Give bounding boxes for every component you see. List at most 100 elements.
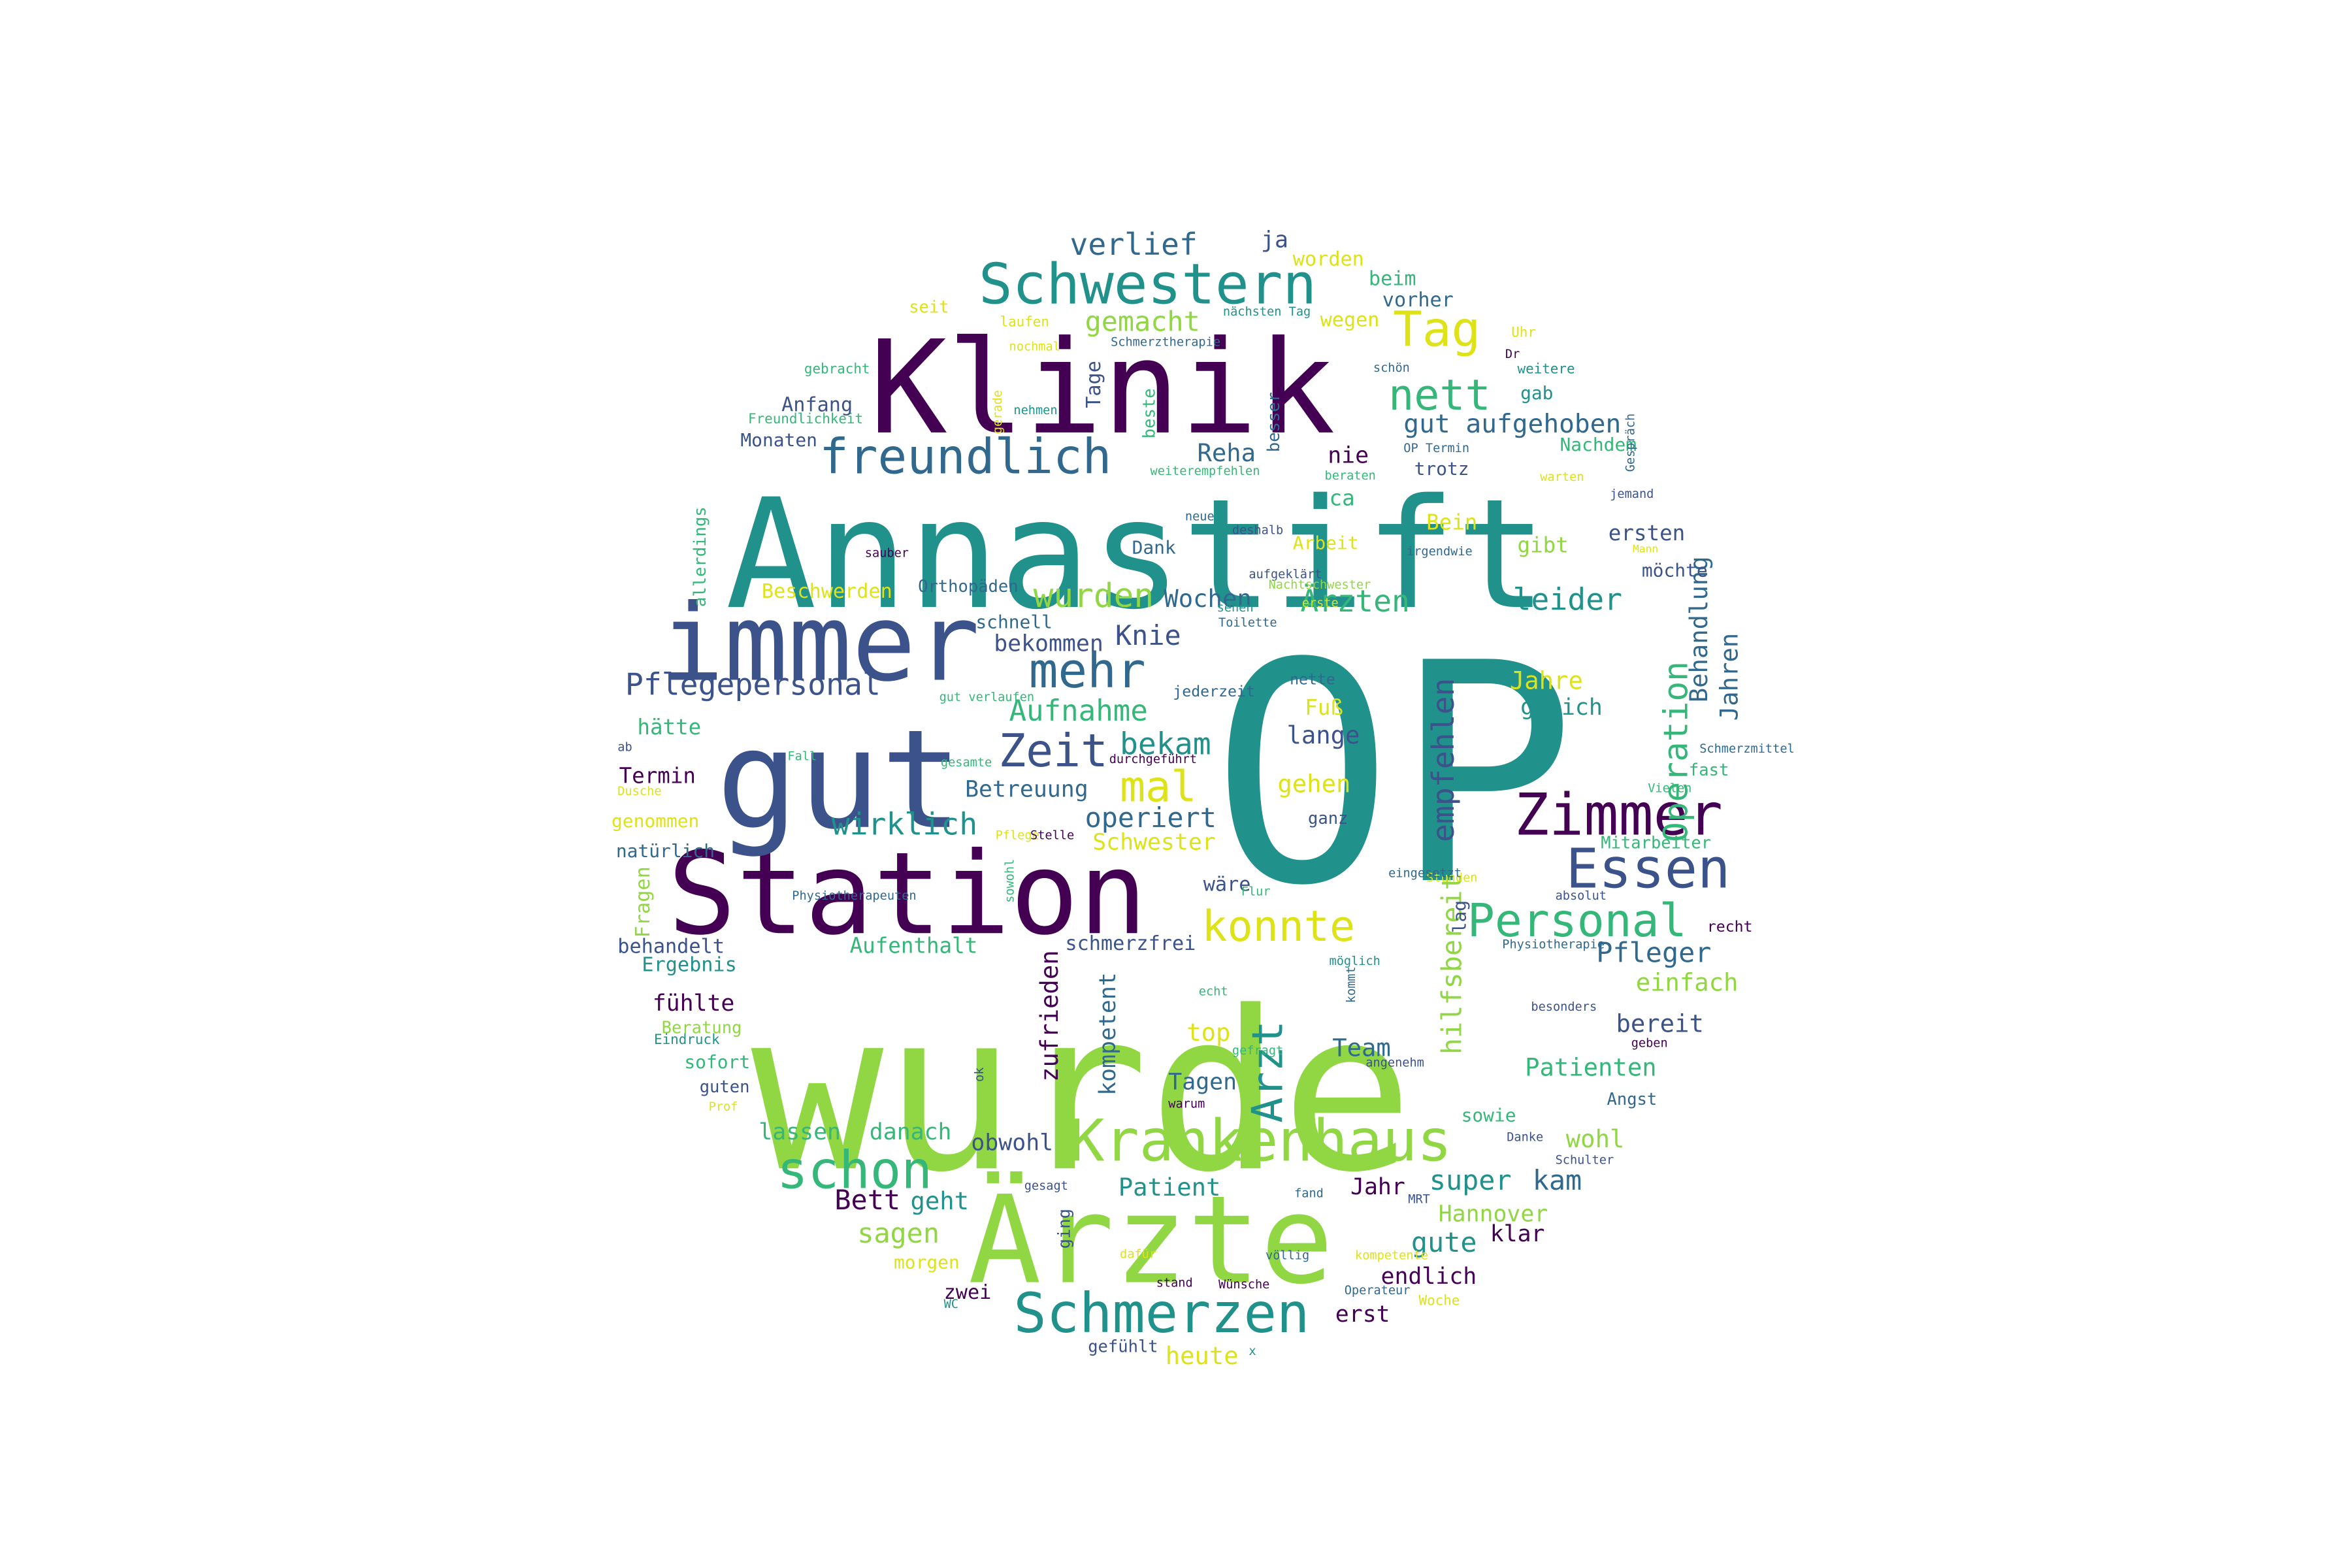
cloud-word: Uhr	[1511, 325, 1536, 340]
cloud-word: Zeit	[998, 725, 1108, 777]
cloud-word: Termin	[619, 763, 696, 788]
cloud-word: ok	[973, 1068, 987, 1082]
cloud-word: WC	[944, 1298, 958, 1311]
cloud-word: genommen	[612, 810, 699, 832]
cloud-word: Prof	[709, 1100, 738, 1114]
cloud-word: beim	[1369, 268, 1416, 291]
cloud-word: lag	[1449, 900, 1471, 933]
cloud-word: Pflegepersonal	[625, 667, 881, 702]
cloud-word: bekam	[1120, 726, 1211, 761]
cloud-word: Eindruck	[654, 1032, 720, 1047]
cloud-word: nehmen	[1013, 404, 1057, 417]
cloud-word: leider	[1513, 582, 1623, 617]
cloud-word: Angst	[1607, 1090, 1658, 1109]
cloud-word: Wünsche	[1218, 1278, 1269, 1292]
cloud-word: Jahre	[1510, 666, 1583, 694]
cloud-word: Beratung	[662, 1019, 742, 1038]
cloud-word: natürlich	[616, 840, 715, 862]
cloud-word: ganz	[1308, 809, 1348, 828]
cloud-word: warum	[1168, 1097, 1205, 1111]
cloud-word: sofort	[684, 1051, 750, 1073]
cloud-word: gerade	[991, 390, 1005, 434]
cloud-word: laufen	[1000, 314, 1049, 329]
cloud-word: mehr	[1029, 642, 1146, 699]
cloud-word: dafür	[1120, 1247, 1156, 1261]
cloud-word: Danke	[1507, 1131, 1543, 1145]
cloud-word: Station	[668, 828, 1147, 960]
cloud-word: Arbeit	[1293, 532, 1359, 554]
cloud-word: ersten	[1609, 521, 1685, 546]
cloud-word: nächsten Tag	[1223, 305, 1311, 319]
cloud-word: Woche	[1419, 1292, 1460, 1308]
cloud-word: gut verlaufen	[939, 691, 1035, 704]
cloud-word: bereit	[1616, 1009, 1704, 1037]
cloud-word: heute	[1166, 1341, 1239, 1370]
cloud-word: beraten	[1325, 469, 1376, 483]
cloud-word: trotz	[1414, 458, 1469, 480]
cloud-word: gut aufgehoben	[1403, 409, 1621, 439]
cloud-word: Tag	[1393, 301, 1480, 358]
cloud-word: Aufenthalt	[850, 934, 978, 958]
cloud-word: endlich	[1381, 1264, 1477, 1290]
cloud-word: sowohl	[1003, 859, 1017, 903]
cloud-word: kompetente	[1355, 1249, 1428, 1263]
cloud-word: allerdings	[691, 506, 710, 607]
cloud-word: Fragen	[632, 866, 655, 938]
cloud-word: klar	[1490, 1221, 1545, 1247]
cloud-word: sowie	[1462, 1104, 1516, 1126]
cloud-word: worden	[1293, 248, 1364, 270]
cloud-word: OP	[1211, 598, 1576, 952]
cloud-word: gefragt	[1232, 1044, 1283, 1058]
cloud-word: kompetent	[1095, 972, 1121, 1096]
cloud-word: Bett	[834, 1184, 900, 1216]
cloud-word: Essen	[1566, 837, 1731, 901]
cloud-word: Vielen	[1648, 781, 1691, 795]
cloud-word: wohl	[1566, 1124, 1625, 1153]
cloud-word: mal	[1120, 762, 1196, 811]
cloud-word: Orthopäden	[918, 577, 1019, 596]
cloud-word: top	[1186, 1018, 1230, 1047]
cloud-word: völlig	[1266, 1249, 1309, 1263]
cloud-word: Ärzten	[1300, 583, 1410, 619]
cloud-word: hilfsbereit	[1436, 874, 1468, 1054]
cloud-word: Krankenhaus	[1070, 1107, 1452, 1175]
cloud-word: Personal	[1467, 894, 1687, 947]
cloud-word: Ergebnis	[642, 953, 736, 976]
cloud-word: lange	[1287, 721, 1360, 749]
cloud-word: verlief	[1070, 227, 1198, 262]
cloud-word: guten	[700, 1077, 750, 1097]
cloud-word: Stunden	[1426, 871, 1477, 885]
cloud-word: irgendwie	[1407, 545, 1473, 559]
cloud-word: weitere	[1518, 361, 1575, 376]
cloud-word: Annastift	[725, 466, 1547, 643]
cloud-word: Schmerzen	[1013, 1281, 1309, 1345]
cloud-word: zwei	[944, 1281, 992, 1304]
cloud-word: Mitarbeiter	[1601, 833, 1711, 853]
cloud-word: erste	[1302, 596, 1339, 610]
cloud-word: weiterempfehlen	[1151, 465, 1260, 478]
cloud-word: Schmerztherapie	[1111, 336, 1220, 350]
cloud-word: Fall	[787, 750, 817, 764]
cloud-word: lassen	[759, 1119, 841, 1145]
cloud-word: nette	[1290, 670, 1335, 688]
cloud-word: kam	[1533, 1164, 1582, 1196]
cloud-word: Operation	[1658, 661, 1696, 842]
cloud-word: absolut	[1556, 889, 1607, 903]
cloud-word: MRT	[1408, 1193, 1430, 1207]
cloud-word: Bein	[1426, 510, 1477, 535]
cloud-word: Flur	[1241, 885, 1271, 898]
cloud-word: durchgeführt	[1109, 753, 1197, 766]
cloud-word: nochmal	[1009, 340, 1060, 354]
cloud-word: wegen	[1320, 308, 1380, 331]
cloud-word: geht	[911, 1186, 970, 1215]
cloud-word: Reha	[1198, 438, 1256, 467]
cloud-word: wäre	[1203, 873, 1251, 896]
cloud-word: Ärzte	[968, 1170, 1333, 1311]
cloud-word: Patient	[1119, 1173, 1221, 1201]
cloud-word: Fuß	[1305, 695, 1343, 720]
cloud-word: gesagt	[1024, 1179, 1068, 1193]
cloud-word: wurde	[751, 964, 1414, 1220]
cloud-word: OP Termin	[1403, 442, 1469, 455]
cloud-word: Physiotherapie	[1502, 938, 1605, 952]
cloud-word: Toilette	[1218, 616, 1277, 630]
